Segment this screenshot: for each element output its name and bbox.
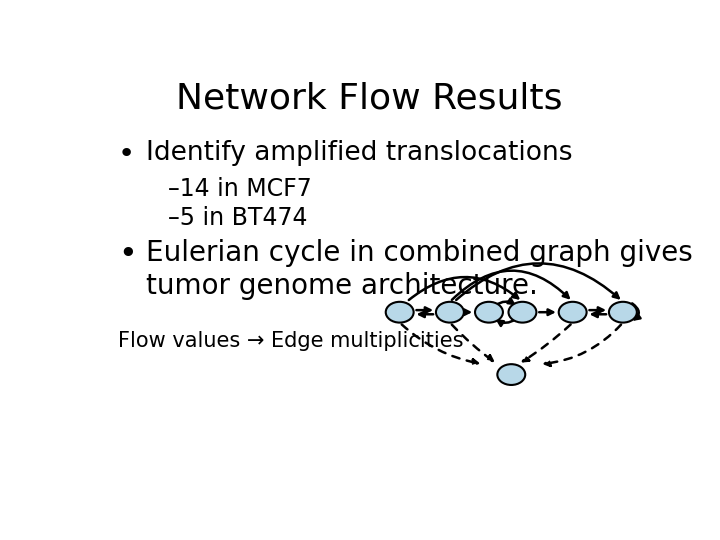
Circle shape xyxy=(475,302,503,322)
FancyArrowPatch shape xyxy=(498,319,516,326)
FancyArrowPatch shape xyxy=(545,325,621,366)
FancyArrowPatch shape xyxy=(395,303,403,319)
FancyArrowPatch shape xyxy=(416,307,431,313)
FancyArrowPatch shape xyxy=(632,303,641,319)
Circle shape xyxy=(436,302,464,322)
Text: Network Flow Results: Network Flow Results xyxy=(176,82,562,116)
Circle shape xyxy=(559,302,587,322)
FancyArrowPatch shape xyxy=(456,264,618,300)
FancyArrowPatch shape xyxy=(452,325,492,361)
FancyArrowPatch shape xyxy=(590,307,603,313)
Text: –14 in MCF7: –14 in MCF7 xyxy=(168,177,312,201)
Text: •: • xyxy=(118,140,135,167)
Circle shape xyxy=(508,302,536,322)
Text: Identify amplified translocations: Identify amplified translocations xyxy=(145,140,572,166)
FancyArrowPatch shape xyxy=(539,309,553,315)
Text: –5 in BT474: –5 in BT474 xyxy=(168,206,307,230)
Circle shape xyxy=(498,364,526,385)
FancyArrowPatch shape xyxy=(452,271,569,300)
Text: Flow values → Edge multiplicities: Flow values → Edge multiplicities xyxy=(118,331,464,351)
FancyArrowPatch shape xyxy=(409,277,518,300)
FancyArrowPatch shape xyxy=(523,325,571,361)
Text: •: • xyxy=(118,239,137,271)
FancyArrowPatch shape xyxy=(495,299,513,305)
Text: Eulerian cycle in combined graph gives
tumor genome architecture.: Eulerian cycle in combined graph gives t… xyxy=(145,239,693,300)
Circle shape xyxy=(386,302,414,322)
FancyArrowPatch shape xyxy=(402,325,478,365)
Circle shape xyxy=(609,302,637,322)
FancyArrowPatch shape xyxy=(419,312,433,317)
FancyArrowPatch shape xyxy=(592,312,606,317)
FancyArrowPatch shape xyxy=(464,309,469,315)
